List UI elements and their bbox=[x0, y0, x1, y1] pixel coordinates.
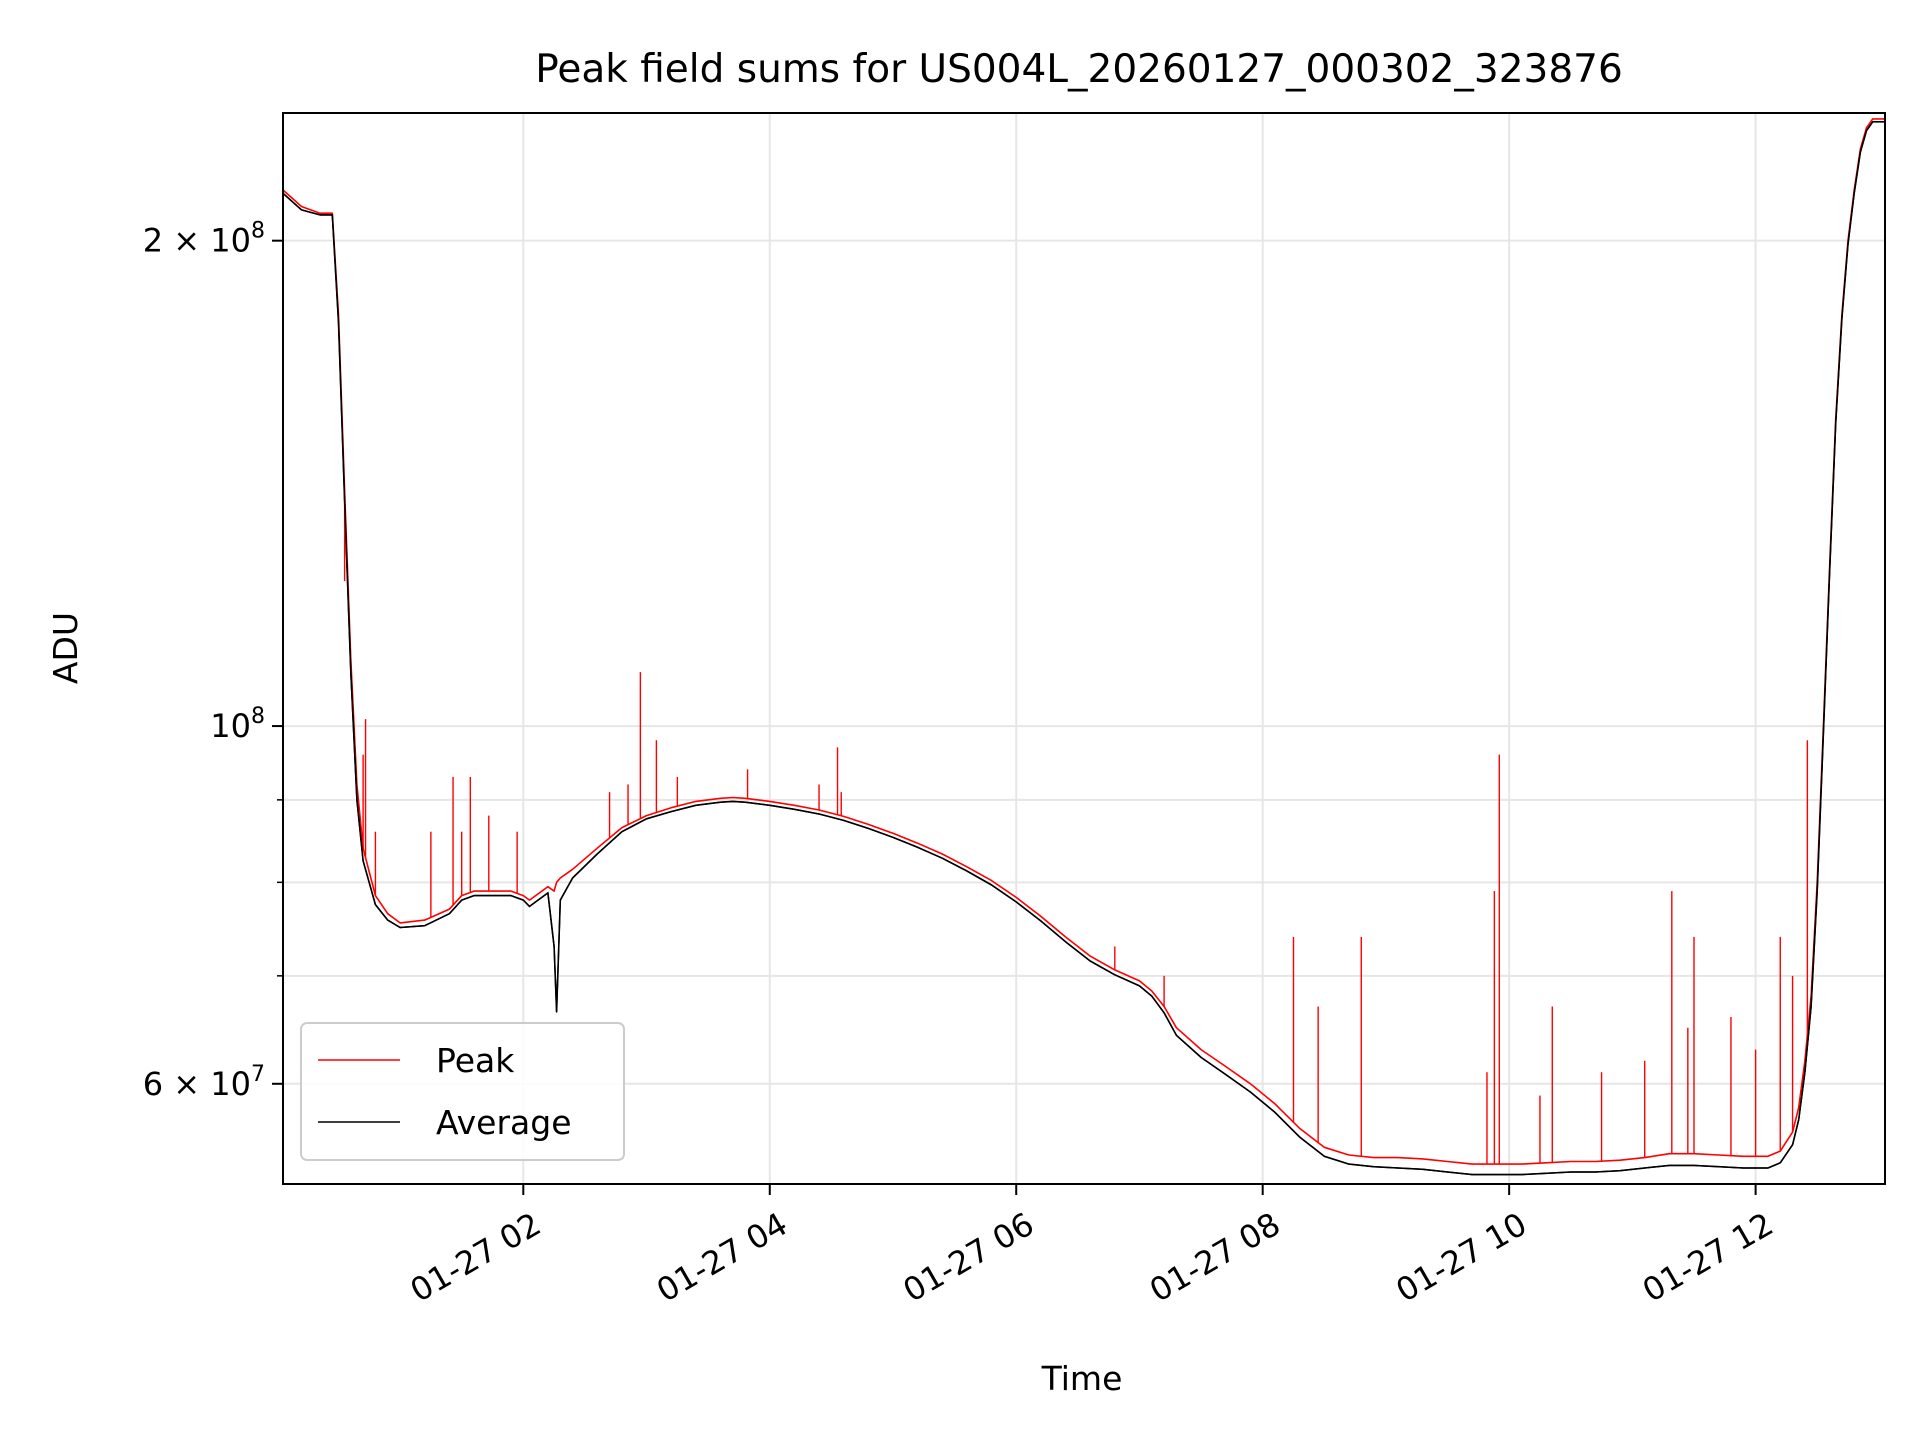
legend-average-label: Average bbox=[436, 1103, 572, 1142]
legend-peak-label: Peak bbox=[436, 1041, 515, 1080]
y-tick-label: 108 bbox=[210, 704, 265, 745]
plot-frame bbox=[282, 112, 1886, 1185]
y-tick-label: 6 × 107 bbox=[143, 1062, 265, 1103]
series-line-average-overlay bbox=[283, 121, 1885, 1176]
chart-title: Peak field sums for US004L_20260127_0003… bbox=[535, 47, 1623, 92]
legend-box bbox=[300, 1022, 625, 1161]
series-layer bbox=[283, 118, 1885, 1176]
legend: Peak Average bbox=[300, 1022, 625, 1161]
series-line-peak bbox=[283, 118, 1885, 1165]
plot-area bbox=[283, 118, 1885, 1176]
x-axis-label: Time bbox=[1041, 1359, 1123, 1398]
y-tick-label: 2 × 108 bbox=[143, 219, 265, 260]
y-axis-label: ADU bbox=[46, 612, 85, 684]
